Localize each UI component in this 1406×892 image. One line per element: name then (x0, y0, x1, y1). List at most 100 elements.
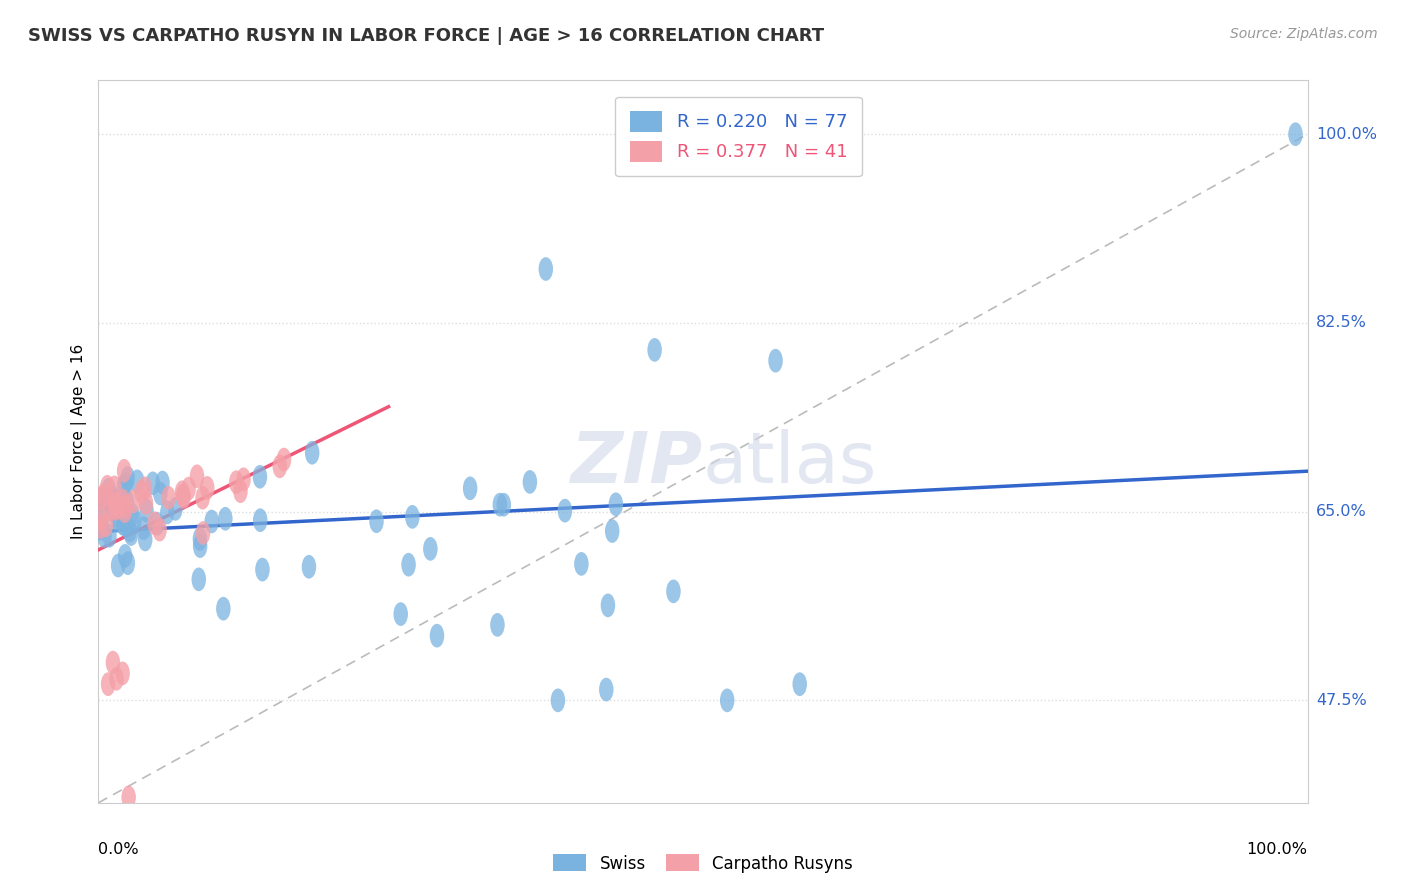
Ellipse shape (394, 602, 408, 626)
Text: 100.0%: 100.0% (1247, 842, 1308, 856)
Ellipse shape (193, 527, 207, 551)
Ellipse shape (162, 486, 176, 509)
Ellipse shape (127, 509, 142, 533)
Ellipse shape (110, 667, 124, 690)
Ellipse shape (97, 483, 111, 507)
Ellipse shape (104, 498, 120, 522)
Ellipse shape (94, 507, 108, 530)
Ellipse shape (94, 500, 108, 523)
Ellipse shape (496, 493, 510, 516)
Ellipse shape (305, 441, 319, 465)
Legend: R = 0.220   N = 77, R = 0.377   N = 41: R = 0.220 N = 77, R = 0.377 N = 41 (616, 96, 862, 176)
Ellipse shape (370, 509, 384, 533)
Ellipse shape (101, 489, 115, 513)
Text: 47.5%: 47.5% (1316, 693, 1367, 708)
Ellipse shape (169, 497, 183, 521)
Ellipse shape (105, 651, 120, 674)
Ellipse shape (118, 472, 134, 496)
Ellipse shape (121, 467, 135, 490)
Ellipse shape (111, 554, 125, 577)
Ellipse shape (101, 478, 115, 502)
Ellipse shape (136, 516, 150, 540)
Ellipse shape (117, 459, 131, 483)
Ellipse shape (153, 482, 167, 506)
Ellipse shape (492, 492, 508, 516)
Ellipse shape (105, 490, 120, 514)
Ellipse shape (139, 491, 153, 515)
Ellipse shape (115, 512, 131, 535)
Ellipse shape (463, 476, 478, 500)
Ellipse shape (605, 519, 620, 543)
Ellipse shape (600, 593, 616, 617)
Ellipse shape (121, 551, 135, 575)
Ellipse shape (138, 476, 152, 500)
Ellipse shape (138, 527, 152, 551)
Ellipse shape (110, 504, 124, 528)
Ellipse shape (229, 470, 243, 494)
Ellipse shape (124, 522, 138, 546)
Ellipse shape (94, 489, 108, 512)
Ellipse shape (120, 490, 134, 514)
Ellipse shape (94, 516, 108, 541)
Ellipse shape (200, 476, 215, 500)
Ellipse shape (277, 448, 291, 471)
Ellipse shape (160, 500, 174, 524)
Ellipse shape (94, 486, 108, 509)
Ellipse shape (174, 481, 190, 504)
Ellipse shape (190, 465, 204, 488)
Ellipse shape (115, 489, 129, 513)
Ellipse shape (155, 471, 170, 494)
Ellipse shape (218, 507, 232, 531)
Ellipse shape (181, 476, 195, 500)
Ellipse shape (551, 689, 565, 712)
Ellipse shape (609, 492, 623, 516)
Ellipse shape (150, 512, 165, 535)
Ellipse shape (103, 498, 118, 522)
Ellipse shape (115, 662, 129, 685)
Text: ZIP: ZIP (571, 429, 703, 498)
Ellipse shape (118, 500, 132, 523)
Ellipse shape (191, 567, 207, 591)
Ellipse shape (129, 469, 145, 493)
Ellipse shape (94, 515, 110, 538)
Ellipse shape (121, 786, 136, 809)
Ellipse shape (523, 470, 537, 494)
Ellipse shape (111, 495, 125, 519)
Ellipse shape (152, 517, 167, 541)
Ellipse shape (117, 513, 132, 536)
Ellipse shape (97, 524, 111, 548)
Ellipse shape (193, 534, 208, 558)
Ellipse shape (176, 483, 190, 508)
Ellipse shape (253, 465, 267, 489)
Text: atlas: atlas (703, 429, 877, 498)
Ellipse shape (1288, 122, 1303, 146)
Ellipse shape (139, 499, 153, 523)
Ellipse shape (720, 689, 734, 712)
Ellipse shape (302, 555, 316, 579)
Ellipse shape (94, 515, 108, 539)
Ellipse shape (401, 553, 416, 576)
Ellipse shape (195, 486, 209, 509)
Ellipse shape (111, 493, 125, 516)
Ellipse shape (108, 491, 122, 516)
Ellipse shape (405, 505, 419, 529)
Ellipse shape (105, 486, 120, 510)
Legend: Swiss, Carpatho Rusyns: Swiss, Carpatho Rusyns (546, 847, 860, 880)
Ellipse shape (430, 624, 444, 648)
Ellipse shape (101, 673, 115, 696)
Text: Source: ZipAtlas.com: Source: ZipAtlas.com (1230, 27, 1378, 41)
Y-axis label: In Labor Force | Age > 16: In Labor Force | Age > 16 (72, 344, 87, 539)
Ellipse shape (423, 537, 437, 561)
Ellipse shape (666, 580, 681, 603)
Ellipse shape (125, 503, 139, 526)
Text: 0.0%: 0.0% (98, 842, 139, 856)
Ellipse shape (236, 467, 250, 491)
Ellipse shape (127, 490, 141, 513)
Ellipse shape (103, 524, 117, 548)
Ellipse shape (558, 499, 572, 523)
Ellipse shape (98, 514, 112, 537)
Ellipse shape (195, 521, 211, 545)
Ellipse shape (118, 494, 132, 518)
Ellipse shape (177, 485, 191, 508)
Ellipse shape (100, 475, 114, 499)
